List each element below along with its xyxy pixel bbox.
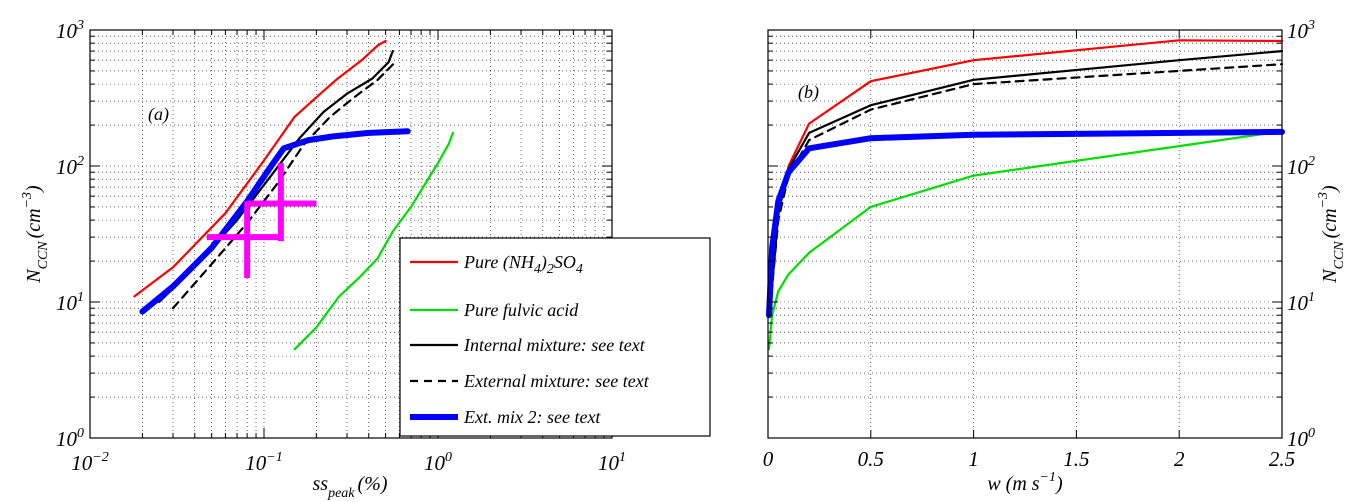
panel-a-ytick-label: 102: [56, 154, 84, 179]
series-line: [768, 63, 1284, 310]
panel-a-xtick-label: 10−1: [245, 450, 282, 475]
panel-a-legend: Pure (NH4)2SO4 Pure fulvic acid Internal…: [399, 237, 711, 437]
legend-label: Pure fulvic acid: [463, 300, 579, 320]
panel-b-xtick-label: 0: [763, 447, 774, 471]
chart-panel-a: 10−2 10−1 100 101 100 101 102 103 sspeak…: [20, 18, 711, 501]
series-line: [139, 128, 411, 315]
panel-b-series: [766, 39, 1285, 351]
panel-b-ytick-label: 100: [1287, 426, 1315, 451]
panel-b-x-axis-label: w (m s−1): [987, 470, 1063, 495]
panel-b-tick-marks: [768, 30, 1282, 438]
panel-a-xtick-label: 100: [424, 450, 452, 475]
series-line: [768, 49, 1284, 310]
panel-a-y-axis-label: NCCN(cm−3): [20, 185, 51, 284]
legend-label: Internal mixture: see text: [463, 335, 646, 355]
panel-a-ytick-label: 103: [56, 18, 84, 43]
panel-a-series: [133, 39, 455, 351]
panel-a-error-crosses: [206, 163, 317, 279]
legend-label: Ext. mix 2: see text: [463, 407, 601, 427]
panel-b-ytick-label: 101: [1287, 290, 1315, 315]
panel-b-xtick-label: 1.5: [1063, 447, 1089, 471]
panel-a-label: (a): [148, 104, 169, 125]
panel-a-ytick-label: 100: [56, 426, 84, 451]
panel-a-x-axis-label: sspeak (%): [313, 473, 388, 501]
panel-b-ytick-label: 102: [1287, 154, 1315, 179]
panel-a-axes-box: [89, 29, 613, 439]
series-line: [768, 39, 1284, 310]
panel-b-y-axis-label: NCCN(cm−3): [1316, 185, 1347, 284]
legend-box: [399, 237, 711, 437]
panel-b-xtick-label: 2: [1174, 447, 1185, 471]
series-line: [767, 130, 1284, 351]
panel-b-xtick-label: 2.5: [1269, 447, 1295, 471]
series-line: [293, 131, 455, 351]
panel-a-xtick-label: 101: [598, 450, 626, 475]
series-line: [133, 39, 387, 298]
chart-panel-b: 0 0.5 1 1.5 2 2.5 100 101 102 103 w (m s…: [763, 18, 1347, 495]
panel-b-grid: [768, 30, 1282, 438]
legend-label: Pure (NH4)2SO4: [463, 252, 583, 277]
series-line: [766, 128, 1285, 319]
panel-b-axes-box: [767, 29, 1283, 439]
panel-b-ytick-label: 103: [1287, 18, 1315, 43]
legend-label: External mixture: see text: [463, 371, 650, 391]
panel-a-xtick-label: 10−2: [71, 450, 108, 475]
panel-b-xtick-label: 0.5: [858, 447, 884, 471]
panel-a-ytick-label: 101: [56, 290, 84, 315]
panel-b-label: (b): [798, 82, 819, 103]
panel-b-xtick-label: 1: [968, 447, 979, 471]
